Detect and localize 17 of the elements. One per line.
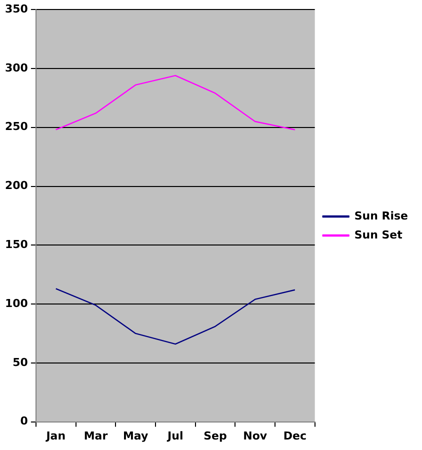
legend-label: Sun Rise [354,209,408,222]
x-tick-label: Jan [45,429,66,442]
x-tick-label: Jul [166,429,184,442]
x-tick-label: Mar [84,429,108,442]
y-tick-label: 150 [4,238,28,251]
x-tick-label: Dec [283,429,306,442]
y-tick-label: 350 [4,2,28,16]
y-tick-label: 100 [4,296,28,310]
legend-label: Sun Set [354,228,402,242]
y-tick-label: 50 [12,356,28,369]
y-tick-label: 0 [20,414,28,428]
x-tick-label: May [122,429,148,442]
x-tick-label: Sep [204,429,227,442]
y-tick-label: 300 [4,61,28,74]
y-tick-label: 200 [4,179,28,192]
x-tick-label: Nov [243,429,268,442]
y-tick-label: 250 [4,120,28,134]
